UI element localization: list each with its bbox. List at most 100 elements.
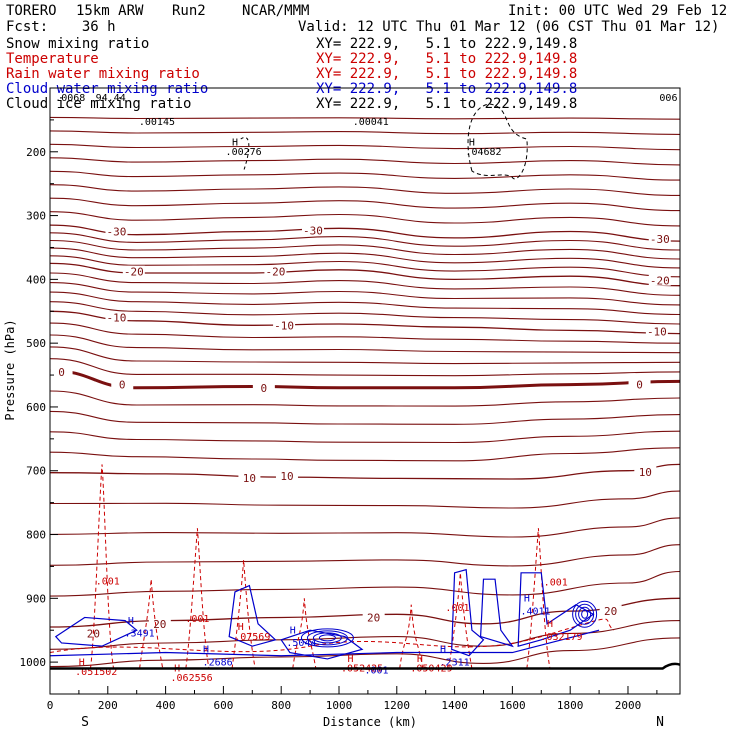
isotherm-label: -10: [107, 312, 127, 325]
header-model: TORERO: [6, 3, 57, 19]
cloud-water-contour: [479, 578, 514, 648]
field-xy-cloudice: XY= 222.9, 5.1 to 222.9,149.8: [316, 96, 578, 112]
isotherm-label-bg: [634, 466, 657, 478]
cloud-water-core: [572, 600, 598, 628]
field-xy-rain: XY= 222.9, 5.1 to 222.9,149.8: [316, 66, 578, 82]
field-value-label: H: [79, 657, 85, 668]
field-xy-temperature: XY= 222.9, 5.1 to 222.9,149.8: [316, 51, 578, 67]
field-name-temperature: Temperature: [6, 51, 99, 67]
isotherm-line: [49, 358, 681, 377]
top-value-label: 006: [659, 93, 677, 104]
field-value-label: .001: [185, 614, 209, 625]
isotherm-line: [49, 255, 681, 278]
isotherm-line: [49, 447, 681, 462]
y-tick-label: 500: [26, 337, 46, 350]
rain-contour: [49, 618, 614, 654]
cloud-water-contour: [451, 568, 485, 657]
isotherm-line: [49, 570, 681, 597]
isotherm-label-bg: [148, 617, 171, 629]
isotherm-line: [49, 334, 681, 354]
isotherm-label-bg: [301, 224, 324, 236]
field-value-label: H: [348, 654, 354, 665]
isotherm-line: [49, 346, 681, 365]
field-value-label: .04682: [465, 147, 501, 158]
isotherm-line: [49, 390, 681, 407]
header-fcst: Fcst: 36 h: [6, 19, 116, 35]
rain-contour: [185, 528, 210, 669]
field-value-label: .001: [96, 576, 120, 587]
cloud-water-core: [306, 630, 348, 646]
isotherm-label: 10: [243, 472, 256, 485]
isotherm-label: -30: [107, 226, 127, 239]
isotherm-label: 0: [261, 382, 268, 395]
rain-contour: [399, 604, 424, 669]
field-value-label: .5044: [286, 638, 316, 649]
isotherm-label: 10: [639, 466, 652, 479]
rain-contour: [292, 598, 317, 669]
field-value-label: .032179: [540, 632, 582, 643]
isotherm-label-bg: [648, 274, 671, 286]
field-name-snow: Snow mixing ratio: [6, 36, 150, 52]
isotherm-line: [49, 247, 681, 269]
isotherm-label: 10: [280, 470, 293, 483]
header-valid: Valid: 12 UTC Thu 01 Mar 12 (06 CST Thu …: [298, 19, 720, 35]
x-tick-label: 800: [271, 699, 291, 712]
cloud-water-core: [312, 632, 342, 644]
isotherm-label-bg: [362, 611, 385, 623]
field-value-label: .3491: [125, 629, 155, 640]
isotherm-line: [49, 116, 681, 120]
isotherm-line: [49, 322, 681, 344]
terrain-mask: [50, 665, 680, 694]
isotherm-label-bg: [273, 319, 296, 331]
snow-contour: [240, 137, 250, 172]
x-axis-label: Distance (km): [323, 715, 417, 729]
y-tick-label: 800: [26, 529, 46, 542]
y-tick-label: 300: [26, 210, 46, 223]
isotherm-line: [49, 410, 681, 425]
isotherm-line: [49, 211, 681, 227]
field-value-label: .001: [365, 666, 389, 677]
surface-line: [50, 662, 681, 670]
cloud-water-contour: [228, 584, 277, 647]
isotherm-label-bg: [599, 605, 622, 617]
field-value-label: .00145: [139, 117, 175, 128]
cloud-water-contour: [49, 629, 600, 657]
isotherm-label: 20: [367, 611, 380, 624]
isotherm-label-bg: [105, 311, 128, 323]
field-value-label: H: [524, 594, 530, 605]
isotherm-line: [49, 272, 681, 296]
field-name-rain: Rain water mixing ratio: [6, 66, 200, 82]
isotherm-label-bg: [264, 265, 287, 277]
isotherm-line: [49, 517, 681, 538]
isotherm-label: -10: [647, 326, 667, 339]
x-tick-label: 400: [156, 699, 176, 712]
isotherm-line: [49, 291, 681, 316]
header-resolution: 15km ARW: [76, 3, 144, 19]
isotherm-line: [49, 544, 681, 567]
field-value-label: .4011: [520, 606, 550, 617]
field-value-label: H: [232, 137, 238, 148]
field-value-label: H: [203, 645, 209, 656]
field-value-label: .2311: [440, 657, 470, 668]
y-tick-label: 200: [26, 146, 46, 159]
isotherm-line: [49, 620, 681, 650]
isotherm-label-bg: [50, 365, 73, 377]
cloud-water-contour: [280, 629, 364, 660]
isotherm-label-bg: [275, 469, 298, 481]
rain-contour: [231, 560, 256, 669]
cloud-water-contour: [54, 616, 138, 647]
field-value-label: .00041: [353, 117, 389, 128]
y-tick-label: 1000: [20, 656, 47, 669]
isotherm-line: [49, 143, 681, 151]
y-tick-label: 700: [26, 465, 46, 478]
isotherm-label-bg: [122, 265, 145, 277]
field-value-label: .07569: [234, 632, 270, 643]
header-init: Init: 00 UTC Wed 29 Feb 12: [508, 3, 728, 19]
isotherm-line: [49, 490, 681, 509]
x-tick-label: 600: [213, 699, 233, 712]
x-tick-label: 0: [47, 699, 54, 712]
isotherm-label: -30: [650, 233, 670, 246]
y-tick-label: 600: [26, 401, 46, 414]
isotherm-label-bg: [238, 471, 261, 483]
